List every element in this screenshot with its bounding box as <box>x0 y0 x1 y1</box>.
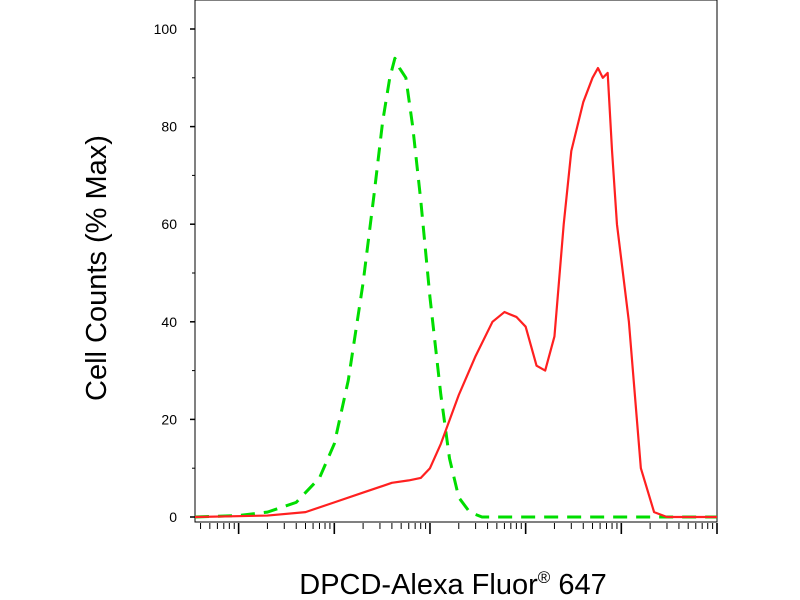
series-line-1 <box>194 56 717 519</box>
y-tick-label: 60 <box>161 216 177 232</box>
series-line-2 <box>194 66 717 519</box>
y-tick-label: 0 <box>169 509 177 525</box>
plot-frame <box>194 0 718 523</box>
x-axis-title-superscript: ® <box>538 568 551 587</box>
x-axis-title-tail: 647 <box>550 569 606 600</box>
series-layer <box>194 56 717 519</box>
y-tick-label: 20 <box>161 411 177 427</box>
x-axis <box>200 523 718 534</box>
x-axis-title: DPCD-Alexa Fluor® 647 <box>299 568 606 600</box>
y-tick-label: 40 <box>161 314 177 330</box>
y-tick-label: 100 <box>154 21 178 37</box>
x-axis-title-main: DPCD-Alexa Fluor <box>299 569 538 600</box>
y-axis-title: Cell Counts (% Max) <box>81 135 113 401</box>
y-tick-label: 80 <box>161 119 177 135</box>
y-axis: 0 20 40 60 80 100 <box>154 21 195 525</box>
